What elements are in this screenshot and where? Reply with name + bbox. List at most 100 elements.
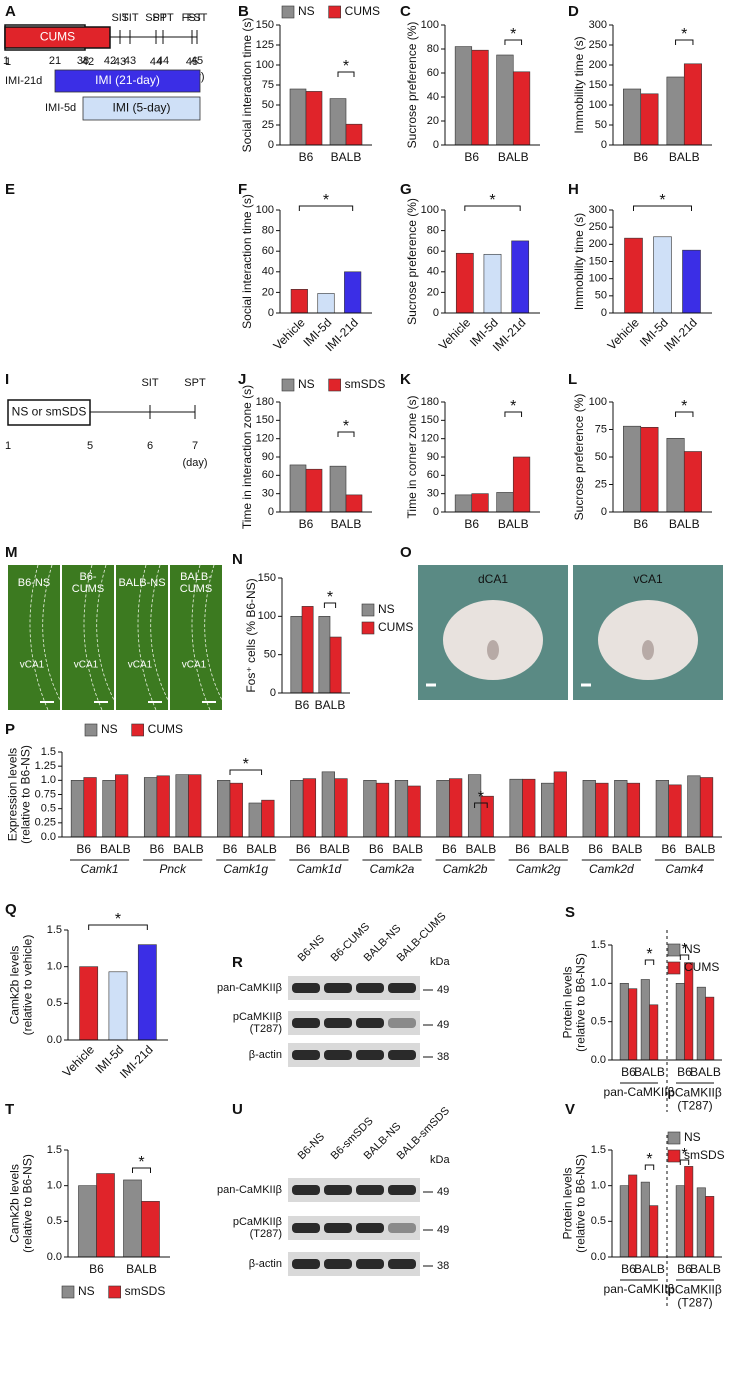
x-tick-label: B6 <box>76 842 91 856</box>
bar <box>649 1205 659 1258</box>
bar <box>512 456 531 513</box>
significance-label: * <box>489 192 495 209</box>
panel-letter: D <box>568 3 579 20</box>
y-tick-label: 20 <box>427 115 439 127</box>
x-tick-label: B6 <box>299 150 314 164</box>
bar <box>496 492 514 513</box>
histology-image <box>116 565 168 710</box>
y-axis-label: Sucrose preference (%) <box>405 22 419 149</box>
y-tick-label: 1.25 <box>35 760 56 772</box>
bar <box>699 777 714 838</box>
y-tick-label: 1.5 <box>47 1144 62 1156</box>
panel-letter: O <box>400 544 412 561</box>
bar <box>471 49 489 146</box>
y-tick-label: 20 <box>427 286 439 298</box>
bar <box>687 775 701 838</box>
y-axis-label: Camk2b levels(relative to B6-NS) <box>8 1154 35 1253</box>
x-tick-label: BALB <box>392 842 423 856</box>
bar <box>696 1187 706 1258</box>
significance-bracket <box>679 954 690 960</box>
x-tick-label: BALB <box>126 1262 157 1276</box>
y-tick-label: 0.0 <box>591 1251 606 1263</box>
bar <box>666 437 685 513</box>
size-unit: kDa <box>430 956 450 968</box>
day-label: 1 <box>3 55 9 67</box>
bar <box>496 54 514 146</box>
bar <box>614 780 628 838</box>
panel-letter: P <box>5 721 15 738</box>
y-tick-label: 100 <box>421 204 439 216</box>
x-tick-label: B6 <box>661 842 676 856</box>
blot-band <box>388 1050 416 1060</box>
size-label: 49 <box>437 1186 449 1198</box>
y-tick-label: 0.0 <box>47 1034 62 1046</box>
bar <box>123 1179 142 1258</box>
row-label: β-actin <box>249 1049 282 1061</box>
y-tick-label: 90 <box>427 451 439 463</box>
significance-bracket <box>229 769 263 775</box>
arm-label: IMI-5d <box>45 102 76 114</box>
bar <box>261 799 275 838</box>
y-axis-label: Fos⁺ cells (% B6-NS) <box>244 578 258 692</box>
day-label: 38 <box>77 55 89 67</box>
blot-band <box>292 1223 320 1233</box>
bar <box>229 782 243 838</box>
x-tick-label: BALB <box>669 150 700 164</box>
x-tick-label: B6 <box>464 517 479 531</box>
test-label: SPT <box>152 12 174 24</box>
x-tick-label: B6 <box>295 698 310 712</box>
y-axis-label: Expression levels(relative to B6-NS) <box>6 745 33 844</box>
test-label: SPT <box>145 12 167 24</box>
y-tick-label: 80 <box>427 225 439 237</box>
y-tick-label: 200 <box>589 238 607 250</box>
y-tick-label: 40 <box>427 91 439 103</box>
legend-label: NS <box>378 602 395 616</box>
x-tick-label: B6 <box>296 842 311 856</box>
region-label: vCA1 <box>20 660 45 671</box>
significance-bracket <box>644 1164 655 1170</box>
legend-swatch <box>328 5 341 19</box>
blot-band <box>388 1223 416 1233</box>
x-tick-label: BALB <box>634 1065 665 1079</box>
bar <box>79 966 99 1041</box>
y-tick-label: 0.0 <box>47 1251 62 1263</box>
y-axis-label: Time in interaction zone (s) <box>240 385 254 529</box>
legend-swatch <box>361 621 375 635</box>
bar <box>317 293 335 314</box>
significance-label: * <box>343 58 349 75</box>
day-label: 7 <box>192 440 198 452</box>
bar <box>175 774 189 838</box>
significance-label: * <box>323 192 329 209</box>
significance-label: * <box>659 192 665 209</box>
legend-swatch <box>667 1131 681 1145</box>
bar <box>344 271 362 314</box>
y-tick-label: 0 <box>270 687 276 699</box>
legend-swatch <box>281 5 295 19</box>
blot-band <box>292 983 320 993</box>
panel-letter: R <box>232 954 243 971</box>
legend-swatch <box>131 723 144 737</box>
x-tick-label: BALB <box>634 1262 665 1276</box>
blot-band <box>324 983 352 993</box>
panel-letter: M <box>5 544 18 561</box>
significance-bracket <box>337 431 355 437</box>
y-axis-label: Camk2b levels(relative to vehicle) <box>8 935 35 1036</box>
x-tick-label: B6 <box>621 1262 636 1276</box>
significance-bracket <box>675 39 694 45</box>
blot-band <box>292 1185 320 1195</box>
x-tick-label: BALB <box>466 842 497 856</box>
panel-letter: F <box>238 181 247 198</box>
y-tick-label: 60 <box>262 245 274 257</box>
y-tick-label: 150 <box>589 255 607 267</box>
legend-label: NS <box>684 942 701 956</box>
bar <box>301 606 314 694</box>
y-tick-label: 80 <box>262 225 274 237</box>
y-tick-label: 25 <box>262 119 274 131</box>
y-tick-label: 100 <box>256 59 274 71</box>
x-tick-label: B6 <box>369 842 384 856</box>
region-label: vCA1 <box>128 660 153 671</box>
bar <box>483 253 502 314</box>
bar <box>436 780 450 838</box>
y-tick-label: 0 <box>268 139 274 151</box>
significance-label: * <box>343 418 349 435</box>
